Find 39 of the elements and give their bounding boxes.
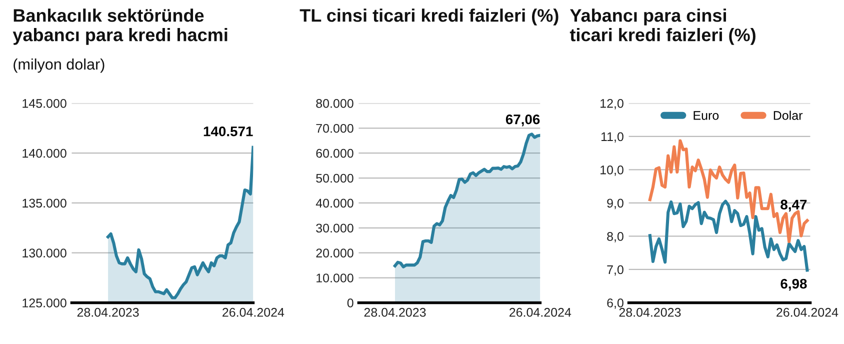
legend-label: Euro [694, 111, 719, 120]
y-tick-label: 9,0 [607, 198, 624, 210]
legend-label: Dolar [774, 110, 803, 120]
y-tick-label: 80.000 [316, 99, 354, 108]
data-label: 8,47 [780, 200, 807, 212]
data-label: 6,98 [780, 278, 807, 291]
y-tick-label: 145.000 [22, 99, 66, 108]
y-tick-label: 20.000 [316, 248, 354, 258]
chart-title: TL cinsi ticari kredi faizleri (%) [300, 8, 558, 26]
y-tick-label: 130.000 [22, 248, 66, 258]
data-label: 140.571 [204, 126, 253, 136]
x-tick-label: 26.04.2024 [776, 308, 838, 317]
y-tick-label: 6,0 [607, 298, 624, 309]
chart-subtitle: (milyon dolar) [14, 58, 104, 73]
annotation: 67,06 [506, 114, 540, 126]
line-series [648, 139, 809, 244]
chart-title: Bankacılık sektöründe yabancı para kredi hacmi [12, 8, 228, 45]
y-tick-label: 30.000 [316, 224, 354, 233]
y-tick-label: 10.000 [316, 274, 354, 282]
x-tick-label: 28.04.2023 [77, 308, 139, 317]
y-tick-label: 0 [347, 298, 354, 308]
y-tick-label: 12,0 [600, 99, 624, 110]
y-tick-label: 8,0 [607, 232, 624, 242]
y-tick-label: 40.000 [316, 198, 354, 208]
y-tick-label: 70.000 [316, 124, 354, 133]
y-tick-label: 140.000 [22, 148, 66, 158]
chart-title: Yabancı para cinsi ticari kredi faizleri (%) [570, 8, 756, 45]
y-tick-label: 135.000 [22, 198, 66, 208]
x-tick-label: 26.04.2024 [222, 308, 284, 317]
y-tick-label: 10,0 [600, 166, 624, 176]
x-tick-label: 28.04.2023 [364, 308, 426, 317]
line-series [648, 200, 809, 272]
y-tick-label: 60.000 [316, 148, 354, 158]
y-tick-label: 7,0 [607, 265, 624, 276]
y-tick-label: 50.000 [316, 174, 354, 183]
x-tick-label: 28.04.2023 [619, 308, 681, 317]
x-tick-label: 26.04.2024 [510, 308, 572, 317]
y-tick-label: 11,0 [601, 132, 624, 143]
y-tick-label: 125.000 [22, 298, 66, 308]
